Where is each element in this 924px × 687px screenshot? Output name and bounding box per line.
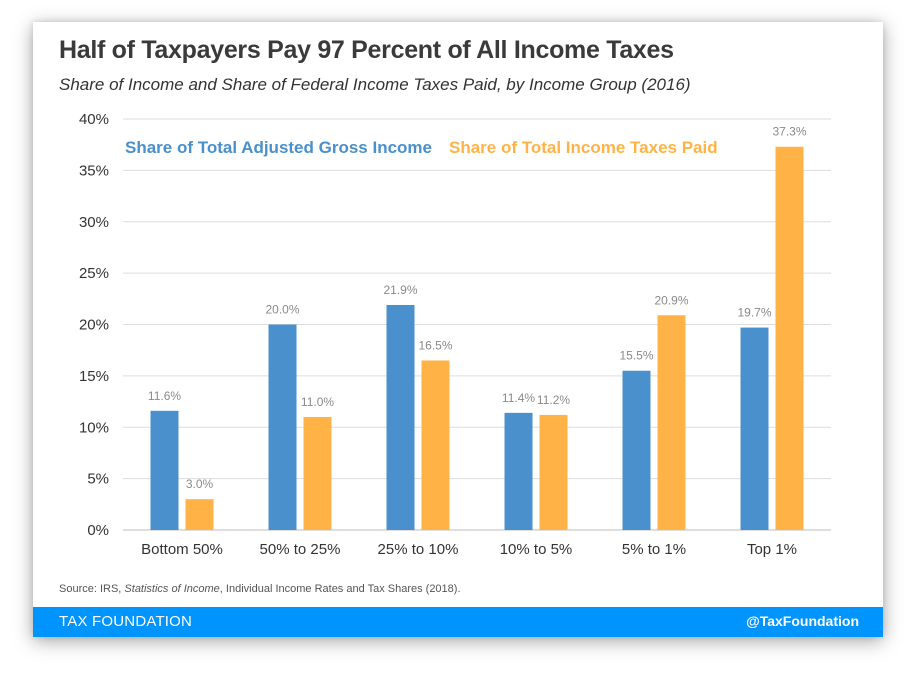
source-suffix: , Individual Income Rates and Tax Shares…: [219, 583, 461, 595]
bar-taxes: [539, 414, 568, 530]
y-tick-label: 20%: [79, 317, 109, 334]
data-label: 11.4%: [502, 391, 535, 405]
category-label: Top 1%: [747, 541, 797, 558]
category-label: 50% to 25%: [260, 541, 341, 558]
data-label: 11.0%: [301, 395, 334, 409]
bar-agi: [740, 327, 769, 530]
chart-card: Half of Taxpayers Pay 97 Percent of All …: [33, 22, 883, 637]
bar-chart: 0% 5% 10% 15% 20% 25% 30% 35% 40% 11.6% 3.0% Bottom…: [79, 111, 831, 558]
category-label: Bottom 50%: [141, 541, 223, 558]
data-label: 19.7%: [737, 306, 771, 320]
y-tick-label: 30%: [79, 214, 109, 231]
source-note: Source: IRS, Statistics of Income, Indiv…: [59, 583, 461, 595]
data-label: 20.9%: [654, 293, 688, 307]
chart-title: Half of Taxpayers Pay 97 Percent of All …: [59, 36, 674, 64]
chart-subtitle: Share of Income and Share of Federal Inc…: [59, 75, 691, 94]
footer-bar: TAX FOUNDATION @TaxFoundation: [33, 607, 883, 637]
data-label: 21.9%: [383, 283, 417, 297]
bar-taxes: [775, 146, 804, 530]
y-tick-label: 15%: [79, 368, 109, 385]
category-label: 25% to 10%: [378, 541, 459, 558]
category-label: 5% to 1%: [622, 541, 686, 558]
y-tick-label: 5%: [87, 471, 109, 488]
y-tick-label: 25%: [79, 265, 109, 282]
y-tick-label: 40%: [79, 111, 109, 128]
bar-agi: [386, 304, 415, 530]
y-tick-label: 0%: [87, 522, 109, 539]
bar-taxes: [303, 416, 332, 530]
category-label: 10% to 5%: [500, 541, 573, 558]
data-label: 11.2%: [537, 393, 570, 407]
bar-agi: [268, 324, 297, 530]
bar-agi: [504, 412, 533, 530]
data-label: 11.6%: [148, 389, 181, 403]
bar-taxes: [657, 315, 686, 530]
data-label: 16.5%: [418, 338, 452, 352]
bar-taxes: [185, 499, 214, 530]
data-label: 15.5%: [619, 349, 653, 363]
source-italic: Statistics of Income: [124, 583, 220, 595]
data-label: 3.0%: [186, 477, 214, 491]
legend-agi: Share of Total Adjusted Gross Income: [125, 138, 432, 157]
y-tick-label: 35%: [79, 162, 109, 179]
y-tick-label: 10%: [79, 419, 109, 436]
bar-agi: [150, 410, 179, 530]
legend-taxes: Share of Total Income Taxes Paid: [449, 138, 718, 157]
data-label: 37.3%: [772, 125, 806, 139]
source-prefix: Source: IRS,: [59, 583, 125, 595]
data-label: 20.0%: [265, 303, 299, 317]
bar-taxes: [421, 360, 450, 530]
footer-brand: TAX FOUNDATION: [59, 613, 193, 630]
bar-agi: [622, 370, 651, 530]
footer-handle: @TaxFoundation: [746, 613, 859, 629]
